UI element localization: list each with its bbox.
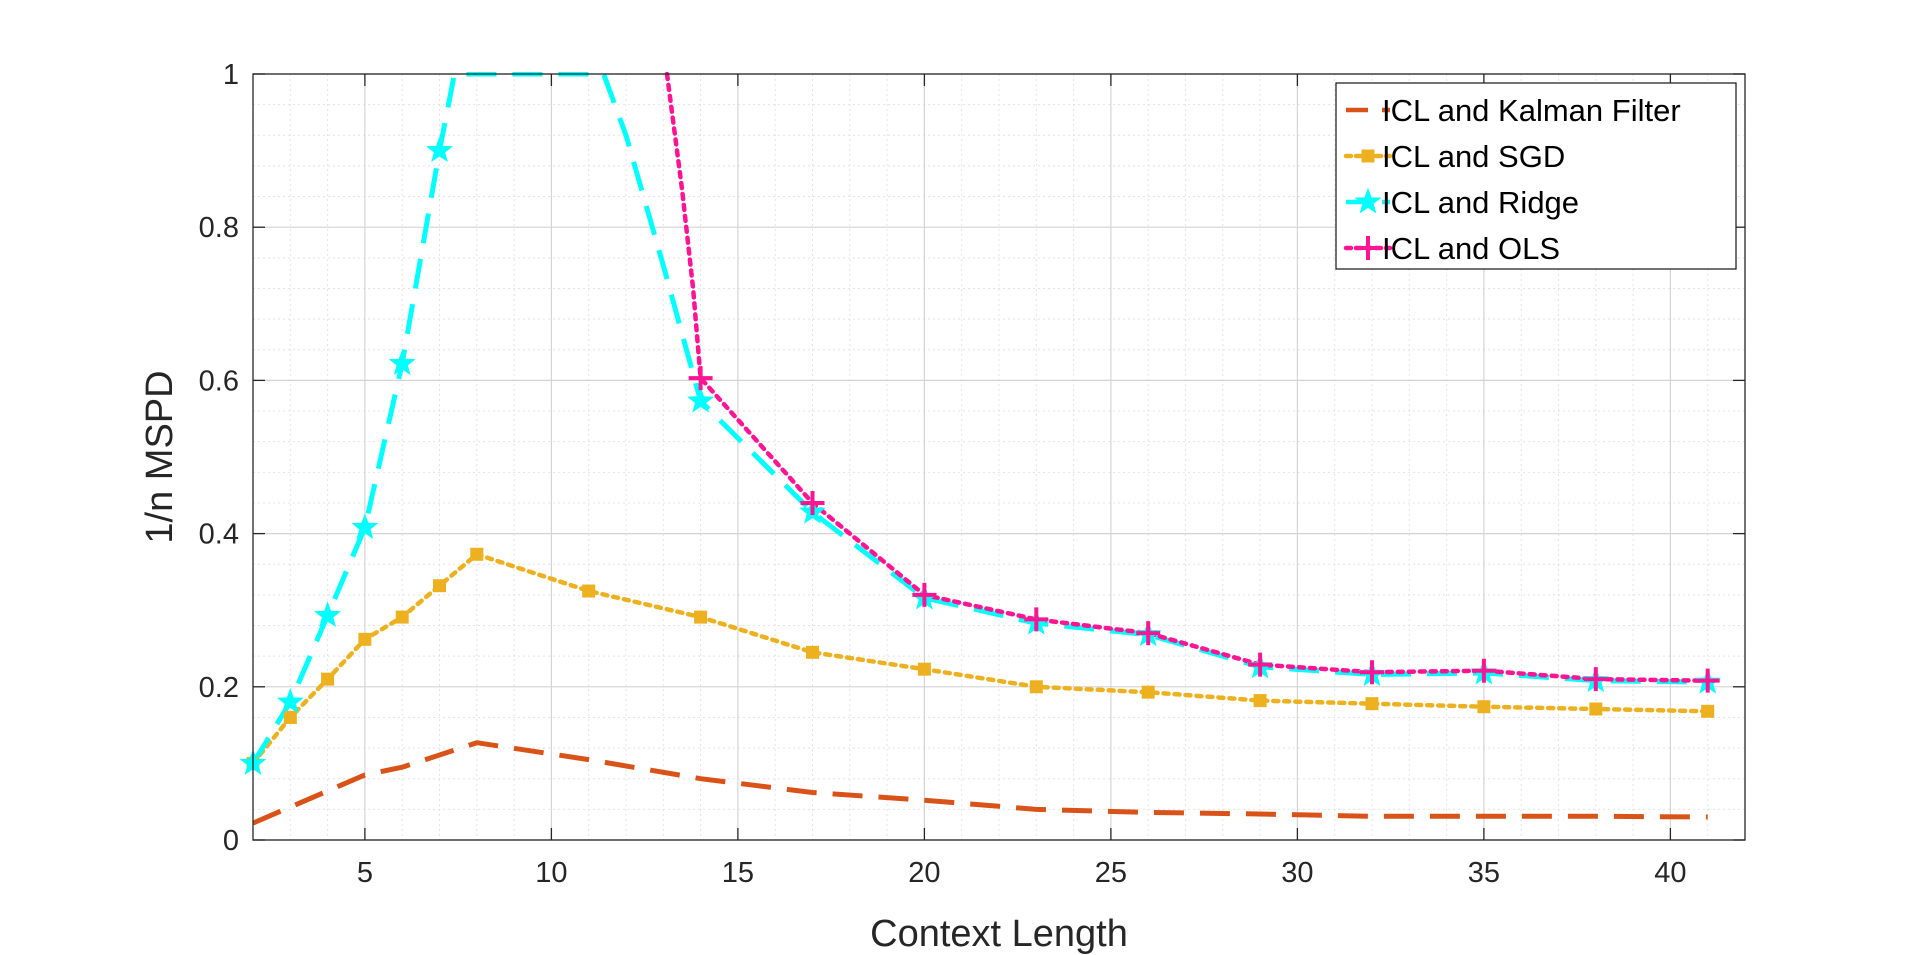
data-point-sgd	[283, 710, 297, 724]
legend-entry-sgd: ICL and SGD	[1343, 139, 1565, 174]
legend-swatch-sgd	[1343, 149, 1393, 163]
legend-swatch-marker	[1354, 187, 1382, 214]
legend-swatch-marker	[1361, 149, 1375, 163]
legend-entry-ridge: ICL and Ridge	[1346, 185, 1579, 220]
data-point-ols	[1471, 658, 1496, 683]
x-tick-label: 10	[535, 857, 567, 889]
y-tick-label: 1	[223, 59, 239, 91]
x-axis: 5 10 15 20 25 30 35 40	[357, 74, 1687, 889]
legend-label-kalman: ICL and Kalman Filter	[1382, 93, 1681, 128]
data-point-ols	[1248, 652, 1273, 677]
data-point-sgd	[1477, 700, 1491, 714]
y-tick-label: 0.6	[199, 365, 239, 397]
x-tick-label: 5	[357, 857, 373, 889]
y-axis-title: 1/n MSPD	[139, 370, 181, 543]
x-tick-label: 30	[1281, 857, 1313, 889]
data-point-ridge	[687, 386, 715, 413]
y-tick-label: 0.4	[199, 519, 239, 551]
legend-label-ols: ICL and OLS	[1382, 231, 1560, 266]
data-point-ols	[1136, 621, 1161, 646]
series-line-kalman	[253, 740, 1708, 826]
data-point-sgd	[1029, 680, 1043, 694]
data-point-sgd	[470, 547, 484, 561]
legend-swatch-ridge	[1346, 187, 1390, 214]
data-point-ols	[1583, 667, 1608, 692]
data-point-sgd	[1589, 702, 1603, 716]
y-tick-label: 0.2	[199, 672, 239, 704]
data-point-sgd	[1141, 685, 1155, 699]
x-tick-label: 25	[1095, 857, 1127, 889]
data-point-sgd	[358, 632, 372, 646]
data-point-sgd	[433, 579, 446, 593]
legend-box	[1335, 82, 1737, 270]
x-axis-title: Context Length	[870, 913, 1128, 955]
data-point-ols	[1695, 668, 1720, 693]
data-point-sgd	[582, 584, 596, 598]
x-tick-label: 40	[1654, 857, 1686, 889]
data-point-ols	[800, 490, 825, 515]
data-point-ridge	[276, 687, 304, 714]
data-point-sgd	[395, 610, 409, 624]
data-point-sgd	[321, 672, 335, 686]
data-point-ols	[912, 582, 937, 607]
data-point-sgd	[694, 610, 708, 624]
data-point-ridge	[314, 601, 342, 628]
y-tick-label: 0	[223, 825, 239, 857]
x-tick-label: 15	[722, 857, 754, 889]
legend-swatch-marker	[1356, 236, 1380, 260]
y-tick-label: 0.8	[199, 212, 239, 244]
data-point-ridge	[388, 349, 416, 376]
legend-label-sgd: ICL and SGD	[1382, 139, 1565, 174]
data-point-sgd	[1701, 704, 1715, 718]
data-point-ols	[688, 366, 713, 391]
legend-label-ridge: ICL and Ridge	[1382, 185, 1579, 220]
legend-entry-ols: ICL and OLS	[1343, 231, 1560, 266]
data-point-ridge	[426, 136, 453, 163]
series-line-ridge	[253, 72, 1708, 765]
legend-entry-kalman: ICL and Kalman Filter	[1346, 93, 1681, 128]
data-point-ridge	[351, 513, 379, 539]
data-point-sgd	[806, 645, 819, 659]
series-line-sgd	[253, 552, 1710, 766]
data-point-ols	[1360, 660, 1384, 685]
data-point-sgd	[1253, 694, 1267, 708]
data-point-ols	[1024, 607, 1049, 632]
legend: ICL and Kalman Filter ICL and SGD ICL an…	[1335, 82, 1737, 270]
y-axis: 0 0.2 0.4 0.6 0.8 1	[199, 59, 1745, 857]
minor-grid	[252, 74, 1746, 840]
plot-frame	[252, 73, 1746, 841]
legend-swatch-ols	[1343, 236, 1393, 260]
data-point-sgd	[1365, 697, 1379, 711]
x-tick-label: 20	[908, 857, 940, 889]
data-point-sgd	[917, 662, 931, 676]
x-tick-label: 35	[1468, 857, 1500, 889]
